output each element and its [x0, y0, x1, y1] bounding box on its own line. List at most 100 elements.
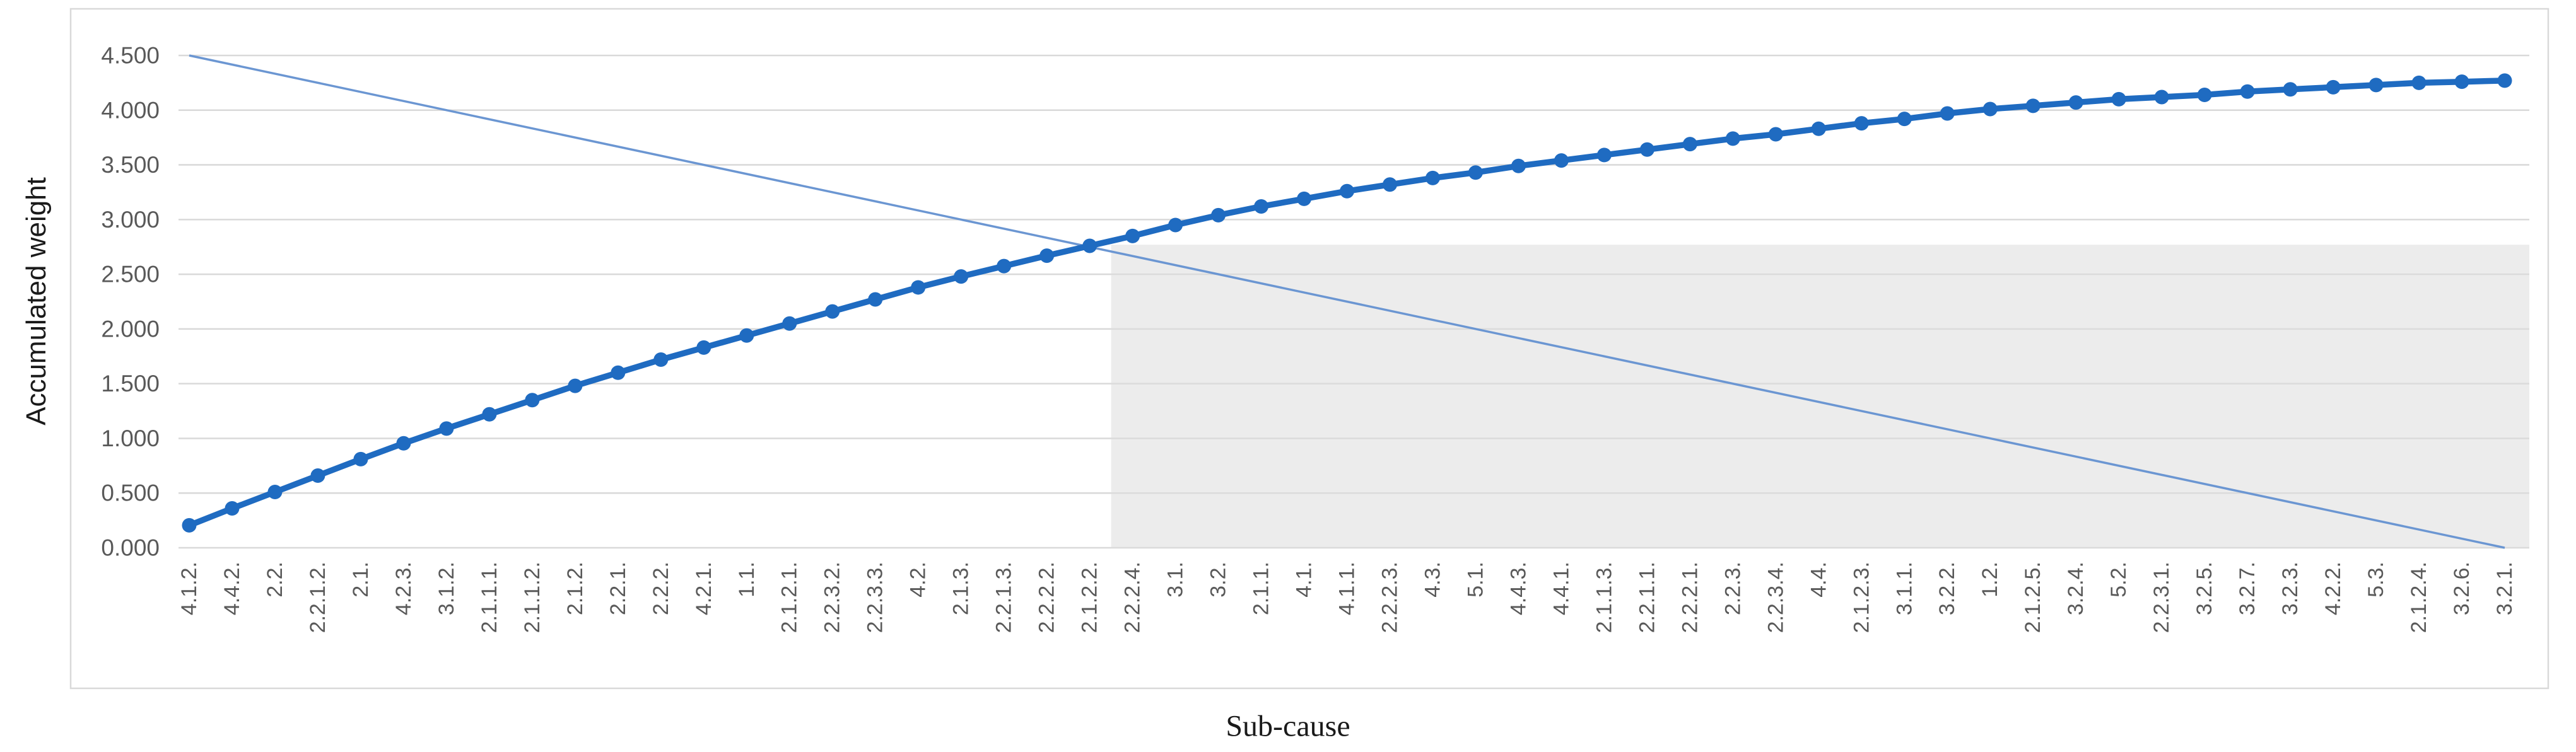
x-tick-label: 2.1.1.3.: [1592, 562, 1616, 633]
x-tick-label: 2.2.: [263, 562, 287, 598]
x-tick-label: 2.1.1.1.: [477, 562, 501, 633]
data-point-marker-2.2.1.1.: [1639, 142, 1654, 157]
x-tick-label: 2.2.2.: [649, 562, 673, 615]
data-point-marker-3.2.2.: [1940, 106, 1955, 121]
y-tick-label: 0.500: [101, 480, 160, 506]
x-axis-title: Sub-cause: [1226, 709, 1350, 743]
x-tick-label: 2.2.1.1.: [1635, 562, 1659, 633]
y-tick-label: 0.000: [101, 535, 160, 561]
data-point-marker-4.2.: [911, 280, 926, 295]
x-tick-label: 2.2.3.3.: [864, 562, 887, 633]
data-point-marker-3.1.2.: [439, 421, 454, 436]
x-tick-label: 4.4.3.: [1506, 562, 1530, 615]
x-tick-label: 4.1.: [1292, 562, 1316, 598]
data-point-marker-2.1.2.4.: [2411, 75, 2427, 90]
data-point-marker-4.2.1.: [696, 340, 711, 355]
x-tick-label: 2.2.1.2.: [306, 562, 330, 633]
x-tick-label: 2.1.1.2.: [520, 562, 544, 633]
x-tick-label: 2.1.2.2.: [1078, 562, 1102, 633]
x-tick-label: 3.1.1.: [1892, 562, 1916, 615]
data-point-marker-2.2.1.3.: [997, 258, 1012, 274]
data-point-marker-4.1.: [1297, 191, 1312, 206]
data-point-marker-2.1.1.: [1254, 199, 1269, 214]
x-tick-label: 2.1.2.4.: [2407, 562, 2431, 633]
y-tick-label: 2.000: [101, 316, 160, 342]
x-tick-label: 2.1.: [349, 562, 373, 598]
x-tick-label: 2.1.2.1.: [778, 562, 802, 633]
data-point-marker-3.2.5.: [2197, 87, 2212, 102]
y-tick-label: 4.000: [101, 97, 160, 123]
x-tick-label: 2.2.1.: [606, 562, 630, 615]
x-tick-label: 3.2.4.: [2064, 562, 2088, 615]
data-point-marker-3.2.6.: [2454, 74, 2469, 90]
x-tick-label: 2.2.2.2.: [1035, 562, 1059, 633]
data-point-marker-4.2.2.: [2326, 79, 2341, 95]
data-point-marker-5.2.: [2111, 91, 2126, 107]
data-point-marker-2.2.3.3.: [868, 292, 883, 307]
x-tick-label: 2.1.2.3.: [1849, 562, 1873, 633]
x-tick-label: 3.1.: [1164, 562, 1188, 598]
data-point-marker-2.2.2.1.: [1682, 137, 1697, 152]
y-tick-label: 2.500: [101, 262, 160, 287]
data-point-marker-2.2.2.4.: [1125, 228, 1140, 243]
data-point-marker-5.1.: [1468, 165, 1483, 180]
data-point-marker-4.3.: [1425, 170, 1440, 185]
data-point-marker-2.2.3.1.: [2154, 90, 2169, 105]
data-point-marker-3.2.: [1211, 207, 1226, 223]
x-tick-label: 4.2.3.: [392, 562, 416, 615]
data-point-marker-3.2.7.: [2240, 84, 2255, 99]
y-tick-label: 3.500: [101, 152, 160, 178]
x-tick-label: 3.2.6.: [2450, 562, 2474, 615]
y-axis-title: Accumulated weight: [21, 177, 52, 425]
data-point-marker-2.2.3.2.: [825, 304, 840, 319]
x-tick-label: 4.2.: [906, 562, 930, 598]
data-point-marker-2.1.2.2.: [1082, 238, 1098, 253]
x-tick-label: 4.1.2.: [177, 562, 201, 615]
data-point-marker-4.4.1.: [1554, 153, 1569, 168]
x-tick-label: 2.2.3.4.: [1764, 562, 1788, 633]
x-tick-label: 1.1.: [735, 562, 759, 598]
data-point-marker-2.2.3.: [1725, 131, 1740, 146]
y-tick-label: 1.000: [101, 425, 160, 451]
data-point-marker-5.3.: [2368, 78, 2384, 93]
x-tick-label: 4.2.1.: [692, 562, 716, 615]
x-tick-label: 3.2.7.: [2235, 562, 2259, 615]
data-point-marker-4.4.3.: [1511, 158, 1526, 173]
data-point-marker-2.1.2.3.: [1854, 116, 1869, 131]
data-point-marker-2.1.3.: [954, 269, 969, 284]
x-tick-label: 3.2.: [1207, 562, 1231, 598]
x-tick-label: 5.1.: [1463, 562, 1487, 598]
x-tick-label: 4.4.1.: [1549, 562, 1573, 615]
data-point-marker-2.2.1.: [611, 365, 626, 380]
x-tick-label: 2.2.2.4.: [1121, 562, 1145, 633]
data-point-marker-2.2.1.2.: [310, 468, 325, 483]
x-tick-label: 1.2.: [1978, 562, 2002, 598]
data-point-marker-2.1.1.1.: [482, 407, 497, 422]
x-tick-label: 2.1.2.5.: [2021, 562, 2045, 633]
x-tick-label: 3.2.5.: [2193, 562, 2216, 615]
x-tick-label: 2.2.2.3.: [1378, 562, 1402, 633]
x-tick-label: 2.1.2.: [563, 562, 587, 615]
x-tick-label: 4.4.: [1806, 562, 1830, 598]
data-point-marker-2.2.3.4.: [1768, 127, 1783, 142]
data-point-marker-1.1.: [739, 328, 754, 343]
data-point-marker-2.1.: [353, 451, 368, 466]
y-tick-label: 3.000: [101, 207, 160, 233]
x-tick-label: 2.2.3.2.: [821, 562, 845, 633]
data-point-marker-4.2.3.: [396, 436, 411, 451]
x-tick-label: 4.2.2.: [2321, 562, 2345, 615]
data-point-marker-2.2.2.3.: [1382, 177, 1397, 192]
x-tick-label: 3.2.1.: [2493, 562, 2517, 615]
x-tick-label: 2.1.1.: [1250, 562, 1273, 615]
x-tick-label: 4.1.1.: [1335, 562, 1359, 615]
descending-reference-line: [189, 54, 2505, 549]
data-point-marker-3.2.4.: [2068, 95, 2083, 110]
data-point-marker-2.2.: [267, 484, 283, 499]
x-tick-label: 5.2.: [2107, 562, 2131, 598]
data-point-marker-3.1.1.: [1897, 112, 1912, 127]
x-tick-label: 2.2.3.: [1721, 562, 1745, 615]
x-tick-label: 2.2.2.1.: [1678, 562, 1702, 633]
x-tick-label: 4.3.: [1420, 562, 1444, 598]
